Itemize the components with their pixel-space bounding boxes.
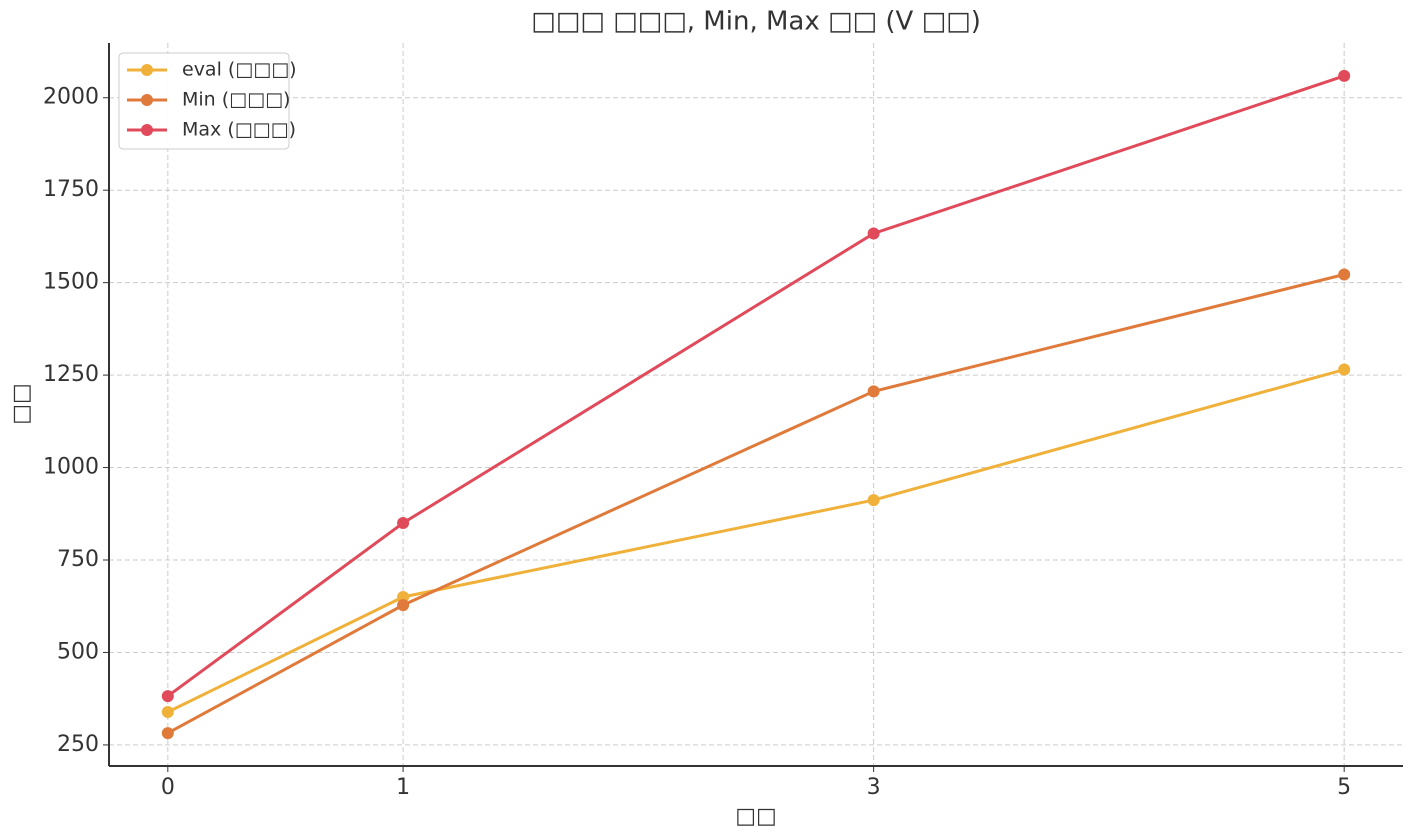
data-point [397, 599, 410, 612]
legend-box [118, 52, 290, 150]
x-axis-label: □□ [735, 804, 777, 829]
legend-label: eval (□□□) [182, 59, 297, 81]
data-point [867, 494, 880, 507]
y-tick-label: 1250 [43, 362, 99, 387]
data-point [161, 727, 174, 740]
y-tick-label: 500 [57, 639, 99, 664]
x-tick-label: 5 [1337, 775, 1351, 800]
legend: eval (□□□) Min (□□□) Max (□□□) [118, 52, 297, 150]
x-tick-label: 0 [161, 775, 175, 800]
x-tick-label: 1 [396, 775, 410, 800]
legend-swatch [141, 94, 153, 106]
series-line [166, 74, 1345, 698]
data-point [1338, 268, 1351, 281]
chart-title: □□□ □□□, Min, Max □□ (V □□) [531, 7, 981, 37]
legend-label: Min (□□□) [182, 89, 290, 111]
y-tick-label: 2000 [43, 85, 99, 110]
data-point [1338, 363, 1351, 376]
y-tick-label: 1500 [43, 270, 99, 295]
data-point [161, 690, 174, 703]
legend-label: Max (□□□) [182, 119, 296, 141]
data-point [1338, 69, 1351, 82]
data-point [397, 517, 410, 530]
series-line [167, 273, 1345, 735]
legend-swatch [141, 64, 153, 76]
series-line [167, 368, 1345, 714]
legend-swatch [141, 124, 153, 136]
data-point [161, 706, 174, 719]
data-point [867, 227, 880, 240]
data-point [867, 385, 880, 398]
y-tick-label: 1750 [43, 177, 99, 202]
y-tick-label: 750 [57, 547, 99, 572]
x-tick-label: 3 [867, 775, 881, 800]
y-axis-label: □□ [9, 383, 34, 425]
y-tick-label: 250 [57, 732, 99, 757]
y-tick-label: 1000 [43, 455, 99, 480]
